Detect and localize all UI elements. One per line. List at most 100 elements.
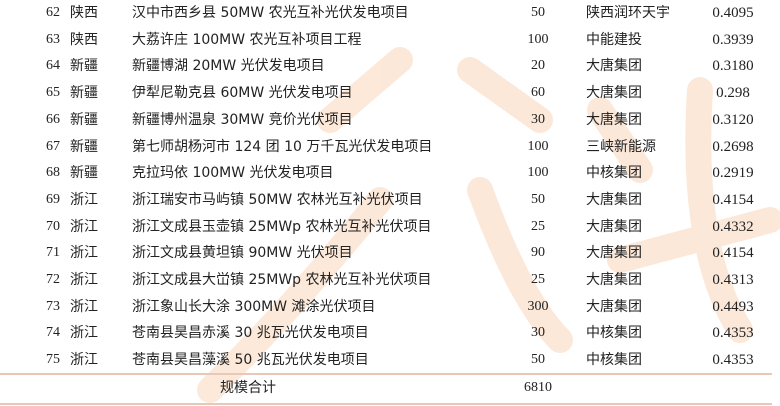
row-province: 浙江 [70,245,98,262]
row-price: 0.4353 [712,352,754,369]
row-province: 陕西 [70,5,98,21]
row-price: 0.3120 [712,111,754,128]
row-capacity: 50 [531,5,545,20]
row-price: 0.4332 [712,218,754,235]
total-value: 6810 [524,380,552,395]
row-index: 64 [46,58,60,74]
row-index: 72 [46,272,60,287]
row-price: 0.3180 [712,58,754,75]
row-price: 0.4154 [712,245,754,262]
row-company: 大唐集团 [586,111,642,128]
row-capacity: 50 [531,191,545,207]
row-capacity: 90 [531,245,545,261]
row-capacity: 25 [531,218,545,234]
row-index: 69 [46,191,60,207]
row-index: 68 [46,165,60,181]
row-project: 浙江文成县玉壶镇 25MWp 农林光互补光伏项目 [132,218,432,235]
table-row: 66 新疆 新疆博州温泉 30MW 竞价光伏项目 30 大唐集团 0.3120 [0,107,780,134]
row-price: 0.4493 [712,298,754,315]
row-project: 克拉玛依 100MW 光伏发电项目 [132,165,334,182]
row-province: 新疆 [70,165,98,182]
table-row: 72 浙江 浙江文成县大峃镇 25MWp 农林光互补光伏项目 25 大唐集团 0.4313 [0,267,780,294]
row-project: 浙江象山长大涂 300MW 滩涂光伏项目 [132,298,376,315]
row-capacity: 100 [527,165,549,181]
row-index: 66 [46,111,60,127]
row-index: 73 [46,298,60,314]
table-row: 70 浙江 浙江文成县玉壶镇 25MWp 农林光互补光伏项目 25 大唐集团 0.4332 [0,214,780,241]
row-index: 63 [46,31,60,47]
table-bottom-rule [0,403,772,405]
table-row: 68 新疆 克拉玛依 100MW 光伏发电项目 100 中核集团 0.2919 [0,160,780,187]
table-row: 71 浙江 浙江文成县黄坦镇 90MW 光伏项目 90 大唐集团 0.4154 [0,240,780,267]
row-index: 62 [46,5,60,20]
row-province: 浙江 [70,191,98,208]
row-company: 大唐集团 [586,191,642,208]
row-project: 浙江文成县黄坦镇 90MW 光伏项目 [132,245,353,262]
row-company: 大唐集团 [586,85,642,102]
row-company: 陕西润环天宇 [586,5,670,21]
row-province: 陕西 [70,31,98,48]
row-capacity: 60 [531,85,545,101]
table-row: 65 新疆 伊犁尼勒克县 60MW 光伏发电项目 60 大唐集团 0.298 [0,80,780,107]
row-price: 0.3939 [712,31,754,48]
row-project: 大荔许庄 100MW 农光互补项目工程 [132,31,362,48]
row-company: 中核集团 [586,325,642,342]
row-index: 71 [46,245,60,261]
row-index: 70 [46,218,60,234]
total-top-rule [0,373,772,375]
table-row: 74 浙江 苍南县昊昌赤溪 30 兆瓦光伏发电项目 30 中核集团 0.4353 [0,320,780,347]
row-company: 大唐集团 [586,298,642,315]
row-capacity: 100 [527,31,549,47]
row-index: 74 [46,325,60,341]
row-price: 0.298 [716,85,750,102]
row-price: 0.4313 [712,272,754,288]
row-company: 大唐集团 [586,272,642,288]
row-project: 浙江瑞安市马屿镇 50MW 农林光互补光伏项目 [132,191,423,208]
table-row: 63 陕西 大荔许庄 100MW 农光互补项目工程 100 中能建投 0.3939 [0,27,780,54]
row-price: 0.4353 [712,325,754,342]
row-company: 大唐集团 [586,218,642,235]
row-province: 新疆 [70,138,98,155]
row-project: 新疆博湖 20MW 光伏发电项目 [132,58,325,75]
table-row: 73 浙江 浙江象山长大涂 300MW 滩涂光伏项目 300 大唐集团 0.4493 [0,294,780,321]
row-capacity: 25 [531,272,545,287]
table-row: 69 浙江 浙江瑞安市马屿镇 50MW 农林光互补光伏项目 50 大唐集团 0.4154 [0,187,780,214]
row-capacity: 30 [531,111,545,127]
table-row: 64 新疆 新疆博湖 20MW 光伏发电项目 20 大唐集团 0.3180 [0,53,780,80]
row-project: 苍南县昊昌赤溪 30 兆瓦光伏发电项目 [132,325,369,342]
row-price: 0.4154 [712,191,754,208]
row-capacity: 300 [527,298,549,314]
table-row: 62 陕西 汉中市西乡县 50MW 农光互补光伏发电项目 50 陕西润环天宇 0.4095 [0,0,780,27]
row-capacity: 100 [527,138,549,154]
row-province: 新疆 [70,111,98,128]
row-price: 0.2919 [712,165,754,182]
row-province: 浙江 [70,272,98,288]
row-price: 0.2698 [712,138,754,155]
row-capacity: 30 [531,325,545,341]
row-project: 汉中市西乡县 50MW 农光互补光伏发电项目 [132,5,409,21]
row-company: 大唐集团 [586,58,642,75]
row-company: 中核集团 [586,352,642,369]
total-label: 规模合计 [220,380,276,396]
row-index: 67 [46,138,60,154]
row-province: 浙江 [70,352,98,369]
row-project: 新疆博州温泉 30MW 竞价光伏项目 [132,111,353,128]
row-project: 苍南县昊昌藻溪 50 兆瓦光伏发电项目 [132,352,369,369]
row-company: 中能建投 [586,31,642,48]
row-index: 65 [46,85,60,101]
row-price: 0.4095 [712,5,754,21]
table-row: 75 浙江 苍南县昊昌藻溪 50 兆瓦光伏发电项目 50 中核集团 0.4353 [0,347,780,374]
row-capacity: 20 [531,58,545,74]
row-province: 浙江 [70,325,98,342]
row-company: 中核集团 [586,165,642,182]
table-row: 67 新疆 第七师胡杨河市 124 团 10 万千瓦光伏发电项目 100 三峡新能源 0.… [0,134,780,161]
row-province: 浙江 [70,298,98,315]
row-company: 三峡新能源 [586,138,656,155]
row-province: 新疆 [70,85,98,102]
row-province: 新疆 [70,58,98,75]
row-company: 大唐集团 [586,245,642,262]
row-project: 浙江文成县大峃镇 25MWp 农林光互补光伏项目 [132,272,432,288]
row-project: 伊犁尼勒克县 60MW 光伏发电项目 [132,85,353,102]
row-project: 第七师胡杨河市 124 团 10 万千瓦光伏发电项目 [132,138,433,155]
row-province: 浙江 [70,218,98,235]
